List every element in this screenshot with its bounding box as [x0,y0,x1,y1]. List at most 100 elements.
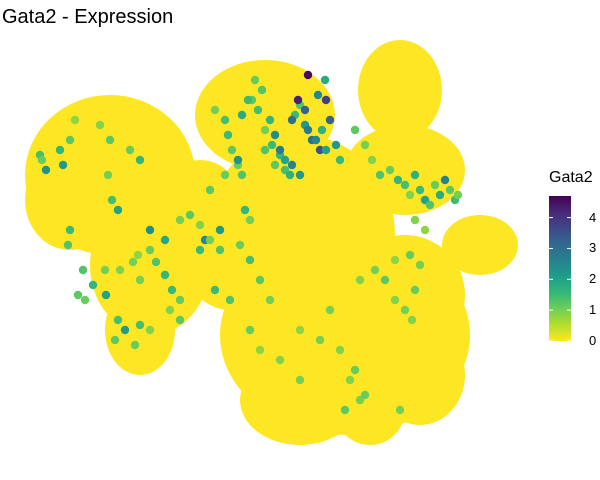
colorbar [549,196,571,341]
cell-point [315,145,325,155]
cell-point [331,140,341,150]
cell-point [435,190,445,200]
cell-point [425,200,435,210]
cell-point [335,345,345,355]
cell-point [255,275,265,285]
cell-point [350,125,360,135]
cell-point [41,165,51,175]
cell-point [400,180,410,190]
cell-point [223,130,233,140]
cell-point [303,70,313,80]
cell-point [360,140,370,150]
cell-point [345,375,355,385]
cell-point [410,170,420,180]
colorbar-tick-label: 3 [589,240,597,256]
colorbar-tick-label: 0 [589,333,597,348]
cell-point [130,340,140,350]
cell-point [360,390,370,400]
cell-point [88,280,98,290]
cell-point [227,145,237,155]
cell-point [215,245,225,255]
cell-point [220,115,230,125]
cell-point [260,145,270,155]
cell-point [195,220,205,230]
cell-cloud-region [442,215,518,275]
cell-cloud-region [358,40,442,140]
cell-point [295,325,305,335]
cell-point [100,265,110,275]
cell-point [205,185,215,195]
cell-point [37,155,47,165]
cell-point [240,205,250,215]
cell-point [63,240,73,250]
cell-point [95,120,105,130]
cell-point [280,155,290,165]
cell-point [350,365,360,375]
cell-point [195,245,205,255]
cell-point [335,155,345,165]
cell-point [165,305,175,315]
cell-point [120,325,130,335]
cell-point [380,275,390,285]
cell-point [395,405,405,415]
cell-point [135,155,145,165]
cell-point [405,250,415,260]
cell-point [107,195,117,205]
cell-point [58,160,68,170]
cell-point [175,315,185,325]
colorbar-ticks [549,217,571,342]
cell-point [440,175,450,185]
cell-point [405,190,415,200]
cell-point [270,130,280,140]
cell-point [325,305,335,315]
cell-point [415,260,425,270]
cell-point [233,155,243,165]
cell-cloud-region [240,355,360,445]
cell-point [80,295,90,305]
cell-point [210,105,220,115]
cell-point [145,245,155,255]
cell-point [125,145,135,155]
chart-title: Gata2 - Expression [2,6,174,28]
cell-point [320,75,330,85]
cell-point [113,205,123,215]
cell-cloud-region [25,150,115,250]
cell-point [321,95,331,105]
cell-point [160,235,170,245]
cell-point [275,145,285,155]
cell-point [375,170,385,180]
cell-point [270,160,280,170]
cell-point [453,190,463,200]
colorbar-tick-label: 1 [589,302,597,318]
colorbar-tick-label: 2 [589,271,597,287]
cell-point [115,265,125,275]
low-expression-point-cloud [25,40,518,445]
cell-point [175,215,185,225]
cell-point [311,135,321,145]
legend-title: Gata2 [549,169,593,186]
cell-cloud-region [345,235,465,355]
cell-point [205,235,215,245]
cell-point [400,305,410,315]
cell-point [250,75,260,85]
cell-point [215,225,225,235]
cell-point [245,255,255,265]
cell-point [145,325,155,335]
cell-point [393,175,403,185]
cell-point [265,295,275,305]
cell-point [260,125,270,135]
cell-point [265,115,275,125]
cell-point [65,135,75,145]
cell-point [420,225,430,235]
cell-point [101,290,111,300]
cell-point [293,95,303,105]
cell-point [300,105,310,115]
cell-point [245,325,255,335]
cell-point [257,85,267,95]
cell-point [325,115,335,125]
cell-point [210,285,220,295]
cell-point [128,257,138,267]
cell-point [175,295,185,305]
cell-cloud-region [105,285,175,375]
colorbar-legend [549,196,571,342]
